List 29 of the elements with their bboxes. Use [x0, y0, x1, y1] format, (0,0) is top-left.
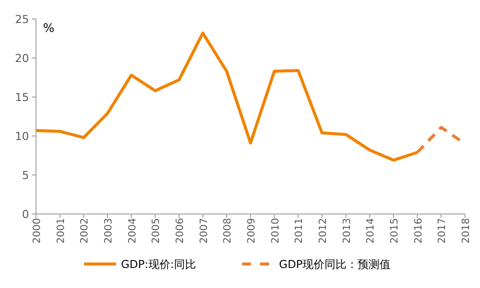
y-tick-label: 5 [22, 169, 29, 182]
x-tick-label: 2013 [342, 218, 353, 244]
x-tick-label: 2002 [80, 218, 91, 244]
x-tick-label: 2005 [151, 218, 162, 244]
y-tick-label: 0 [22, 208, 29, 221]
y-tick-label: 10 [15, 130, 29, 143]
x-tick-label: 2012 [318, 218, 329, 244]
x-tick-label: 2015 [390, 218, 400, 244]
y-tick-label: 15 [15, 91, 29, 104]
x-tick-label: 2011 [294, 218, 306, 244]
x-tick-label: 2008 [222, 218, 234, 244]
legend-label: GDP:现价:同比 [121, 258, 196, 271]
x-tick-label: 2010 [270, 218, 282, 244]
x-tick-label: 2017 [437, 218, 448, 244]
y-tick-label: 25 [15, 13, 29, 26]
x-tick-label: 2001 [56, 218, 67, 244]
x-tick-label: 2014 [366, 218, 377, 244]
x-tick-label: 2000 [32, 218, 43, 244]
x-tick-label: 2007 [198, 218, 210, 244]
x-tick-label: 2018 [461, 218, 472, 244]
y-tick-label: 20 [15, 52, 29, 65]
x-tick-label: 2003 [104, 218, 114, 244]
line-series [34, 32, 419, 162]
y-axis-title: % [43, 21, 54, 35]
x-tick-label: 2004 [127, 218, 138, 244]
x-tick-label: 2006 [175, 218, 186, 244]
legend-label: GDP现价同比：预测值 [279, 258, 391, 271]
x-tick-label: 2009 [246, 218, 258, 244]
x-tick-label: 2016 [413, 218, 424, 244]
